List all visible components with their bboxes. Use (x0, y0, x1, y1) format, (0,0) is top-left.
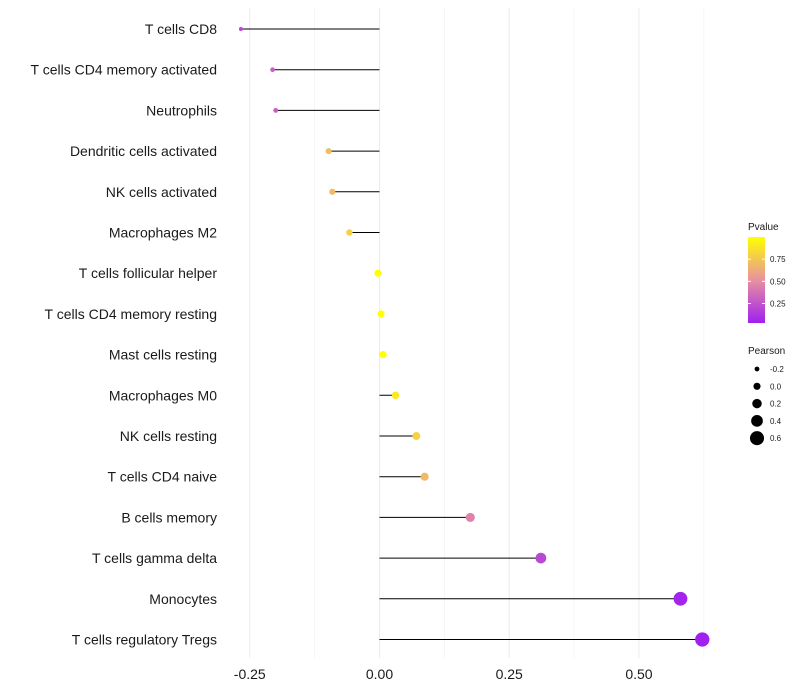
pvalue-tick-label: 0.25 (770, 299, 786, 308)
lollipop-point (465, 512, 475, 522)
category-label: Macrophages M2 (109, 225, 217, 241)
lollipop-point (535, 552, 547, 564)
category-label: T cells CD4 memory resting (45, 306, 217, 322)
category-label: NK cells activated (106, 184, 217, 200)
pearson-size-label: 0.4 (770, 417, 782, 426)
grid-lines (249, 8, 705, 658)
pvalue-tick-label: 0.75 (770, 255, 786, 264)
pearson-size-label: 0.6 (770, 434, 782, 443)
category-label: T cells gamma delta (92, 550, 217, 566)
pearson-size-label: 0.0 (770, 382, 782, 391)
lollipop-point (270, 67, 275, 73)
lollipop-point (325, 148, 332, 155)
category-label: T cells CD4 naive (108, 469, 218, 485)
pearson-size-label: -0.2 (770, 365, 784, 374)
category-label: B cells memory (121, 509, 217, 525)
category-label: Macrophages M0 (109, 387, 217, 403)
category-label: T cells regulatory Tregs (72, 632, 217, 648)
pvalue-color-bar (748, 237, 765, 323)
pearson-legend-title: Pearson (748, 346, 785, 357)
pearson-size-key (749, 431, 765, 446)
pearson-size-key (754, 366, 760, 372)
lollipop-point (346, 229, 353, 236)
lollipop-point (695, 632, 710, 647)
pvalue-legend-title: Pvalue (748, 222, 779, 233)
lollipop-stems (240, 28, 703, 640)
lollipop-point (374, 269, 382, 277)
lollipop-point (412, 432, 421, 440)
category-label: Dendritic cells activated (70, 143, 217, 159)
lollipop-point (420, 472, 429, 481)
pearson-size-key (753, 382, 761, 390)
x-tick-label: 0.50 (625, 666, 652, 682)
pvalue-legend: Pvalue 0.25 0.50 0.75 (748, 222, 786, 323)
pearson-size-key (751, 415, 763, 427)
category-label: Monocytes (149, 591, 217, 607)
lollipop-point (273, 107, 279, 113)
category-label: T cells follicular helper (79, 265, 218, 281)
category-label: NK cells resting (120, 428, 217, 444)
category-label: T cells CD8 (145, 21, 217, 37)
lollipop-point (238, 26, 243, 32)
x-axis-ticks: -0.25 0.00 0.25 0.50 (234, 666, 653, 682)
category-label: Neutrophils (146, 102, 217, 118)
lollipop-point (391, 391, 400, 400)
category-label: T cells CD4 memory activated (31, 62, 217, 78)
pearson-size-key (752, 398, 762, 409)
x-tick-label: 0.00 (366, 666, 393, 682)
x-tick-label: 0.25 (496, 666, 523, 682)
lollipop-point (673, 591, 688, 606)
lollipop-point (329, 188, 336, 195)
pvalue-tick-label: 0.50 (770, 277, 786, 286)
pearson-legend: Pearson -0.2 0.0 0.2 0.4 0.6 (748, 346, 785, 446)
x-tick-label: -0.25 (234, 666, 266, 682)
category-label: Mast cells resting (109, 347, 217, 363)
lollipop-point (377, 310, 385, 318)
pearson-size-label: 0.2 (770, 400, 782, 409)
lollipop-point (379, 350, 387, 359)
lollipop-points (238, 26, 710, 647)
category-labels: T cells CD8 T cells CD4 memory activated N… (31, 21, 218, 648)
